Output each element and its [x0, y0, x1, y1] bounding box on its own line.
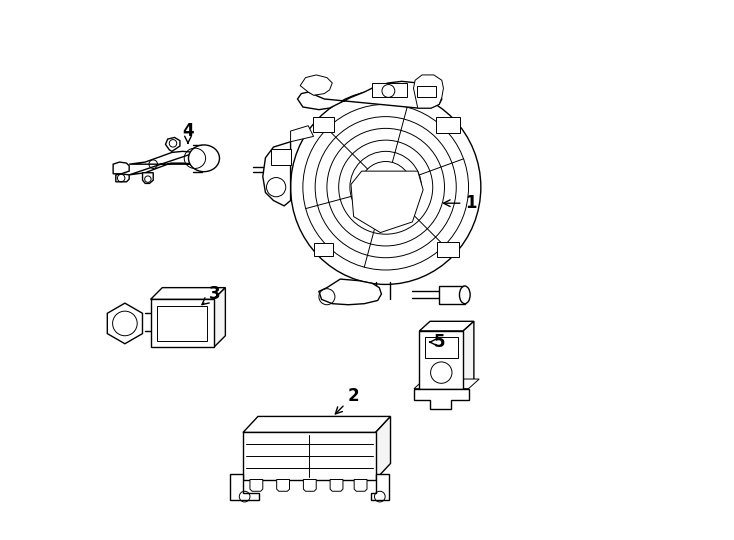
Polygon shape [150, 288, 225, 299]
Polygon shape [243, 433, 376, 480]
Polygon shape [129, 151, 196, 175]
Polygon shape [414, 379, 479, 389]
Polygon shape [419, 331, 463, 389]
Polygon shape [330, 480, 343, 491]
Polygon shape [230, 474, 259, 500]
Polygon shape [271, 148, 291, 165]
Polygon shape [263, 141, 291, 206]
Polygon shape [419, 321, 474, 331]
Polygon shape [439, 286, 465, 303]
Polygon shape [303, 480, 316, 491]
Polygon shape [297, 82, 442, 110]
Polygon shape [300, 75, 333, 95]
Text: 2: 2 [335, 387, 360, 414]
Polygon shape [142, 173, 153, 184]
Polygon shape [371, 474, 389, 500]
Polygon shape [113, 162, 129, 174]
Polygon shape [436, 117, 459, 133]
Polygon shape [414, 389, 468, 409]
Polygon shape [437, 242, 459, 257]
Ellipse shape [459, 286, 470, 303]
Polygon shape [355, 480, 367, 491]
Ellipse shape [189, 145, 219, 172]
Polygon shape [214, 288, 225, 348]
Polygon shape [277, 480, 289, 491]
Polygon shape [291, 126, 313, 141]
Polygon shape [250, 480, 263, 491]
Polygon shape [165, 138, 180, 151]
Text: 3: 3 [202, 285, 220, 305]
Polygon shape [372, 83, 407, 97]
Polygon shape [150, 299, 214, 348]
Polygon shape [413, 75, 443, 108]
Text: 5: 5 [430, 333, 445, 351]
Polygon shape [425, 338, 458, 357]
Polygon shape [463, 321, 474, 389]
Text: 4: 4 [182, 122, 194, 143]
Polygon shape [243, 416, 390, 433]
Polygon shape [313, 117, 334, 132]
Polygon shape [417, 86, 437, 97]
Polygon shape [376, 416, 390, 480]
Polygon shape [116, 174, 129, 182]
Ellipse shape [371, 173, 405, 207]
Polygon shape [313, 243, 333, 256]
Polygon shape [351, 171, 423, 233]
Polygon shape [107, 303, 142, 344]
Polygon shape [157, 306, 207, 341]
Text: 1: 1 [443, 194, 477, 212]
Polygon shape [319, 279, 382, 305]
Ellipse shape [291, 90, 481, 285]
